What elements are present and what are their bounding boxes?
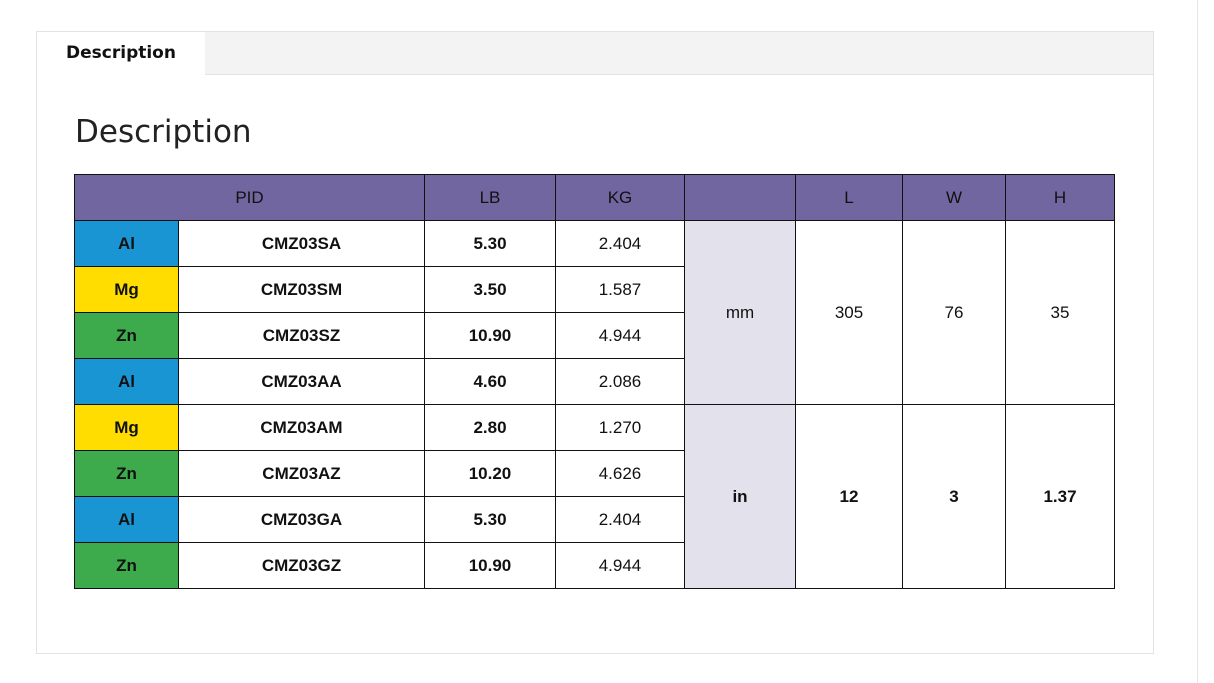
material-cell: Al (74, 496, 179, 543)
pid-cell: CMZ03AM (178, 404, 425, 451)
h-cell: 35 (1005, 220, 1115, 405)
material-cell: Zn (74, 542, 179, 589)
pid-cell: CMZ03SA (178, 220, 425, 267)
material-cell: Zn (74, 450, 179, 497)
tab-bar (37, 32, 1153, 75)
row: Mg CMZ03AM 2.80 1.270 in 12 3 1.37 (74, 404, 1115, 589)
lb-cell: 3.50 (424, 266, 556, 313)
heading: Description (75, 114, 252, 150)
lb-cell: 4.60 (424, 358, 556, 405)
pid-cell: CMZ03SZ (178, 312, 425, 359)
row: Al CMZ03SA 5.30 2.404 mm 305 76 35 (74, 220, 1115, 405)
lb-cell: 10.90 (424, 542, 556, 589)
header-cell (684, 174, 796, 221)
unit-cell: mm (684, 220, 796, 405)
w-cell: 3 (902, 404, 1006, 589)
l-cell: 12 (795, 404, 903, 589)
header-cell: LB (424, 174, 556, 221)
header-cell: KG (555, 174, 685, 221)
row: Al CMZ03AA 4.60 2.086 (74, 358, 1115, 405)
row: Zn CMZ03AZ 10.20 4.626 (74, 450, 1115, 497)
kg-cell: 1.270 (555, 404, 685, 451)
lb-cell: 2.80 (424, 404, 556, 451)
pid-cell: CMZ03SM (178, 266, 425, 313)
kg-cell: 4.626 (555, 450, 685, 497)
lb-cell: 5.30 (424, 496, 556, 543)
header-cell: L (795, 174, 903, 221)
unit-cell: in (684, 404, 796, 589)
pid-cell: CMZ03GA (178, 496, 425, 543)
divider (1197, 0, 1198, 683)
row: Al CMZ03GA 5.30 2.404 (74, 496, 1115, 543)
pid-cell: CMZ03AZ (178, 450, 425, 497)
row: Mg CMZ03SM 3.50 1.587 (74, 266, 1115, 313)
header-cell: H (1005, 174, 1115, 221)
tab[interactable]: Description (37, 32, 205, 75)
kg-cell: 2.404 (555, 220, 685, 267)
lb-cell: 10.20 (424, 450, 556, 497)
panel: Description Description PID LB KG L W H Al CMZ… (36, 31, 1154, 654)
kg-cell: 4.944 (555, 312, 685, 359)
header-cell: W (902, 174, 1006, 221)
material-cell: Mg (74, 404, 179, 451)
w-cell: 76 (902, 220, 1006, 405)
kg-cell: 2.086 (555, 358, 685, 405)
lb-cell: 10.90 (424, 312, 556, 359)
material-cell: Zn (74, 312, 179, 359)
lb-cell: 5.30 (424, 220, 556, 267)
material-cell: Al (74, 220, 179, 267)
kg-cell: 1.587 (555, 266, 685, 313)
kg-cell: 2.404 (555, 496, 685, 543)
table-body: Al CMZ03SA 5.30 2.404 mm 305 76 35 Mg CMZ03SM 3.50… (74, 220, 1115, 589)
header-row: PID LB KG L W H (74, 174, 1115, 221)
material-cell: Mg (74, 266, 179, 313)
h-cell: 1.37 (1005, 404, 1115, 589)
spec-table: PID LB KG L W H Al CMZ03SA 5.30 2.404 mm 305 76 35 Mg… (74, 174, 1115, 589)
row: Zn CMZ03GZ 10.90 4.944 (74, 542, 1115, 589)
kg-cell: 4.944 (555, 542, 685, 589)
material-cell: Al (74, 358, 179, 405)
pid-cell: CMZ03AA (178, 358, 425, 405)
l-cell: 305 (795, 220, 903, 405)
header-cell: PID (74, 174, 425, 221)
row: Zn CMZ03SZ 10.90 4.944 (74, 312, 1115, 359)
pid-cell: CMZ03GZ (178, 542, 425, 589)
